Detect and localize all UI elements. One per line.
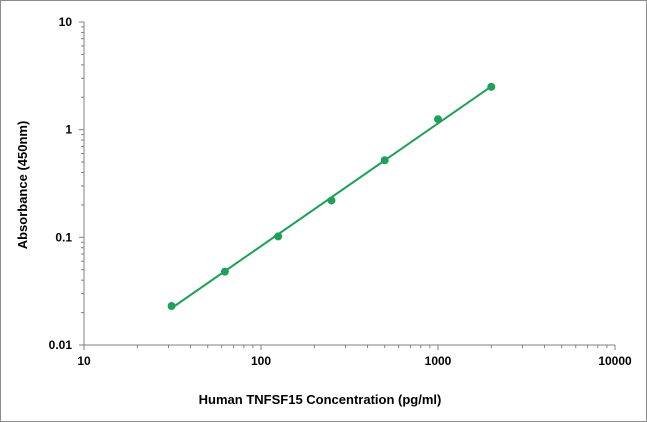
x-tick-label: 100 — [251, 354, 271, 368]
data-point — [167, 302, 176, 311]
y-tick-label: 0.01 — [49, 338, 73, 352]
data-point — [327, 196, 336, 205]
x-tick-label: 1000 — [425, 354, 452, 368]
data-point — [274, 232, 283, 241]
axes — [79, 21, 616, 350]
y-tick-label: 0.1 — [55, 230, 72, 244]
y-axis-title: Absorbance (450nm) — [15, 121, 30, 250]
y-tick-label: 1 — [65, 123, 72, 137]
data-point — [380, 156, 389, 165]
data-series — [167, 82, 496, 311]
x-tick-label: 10000 — [598, 354, 632, 368]
data-point — [487, 82, 496, 91]
data-point — [434, 115, 442, 124]
data-point — [220, 267, 229, 276]
x-tick-labels: 10 100 1000 10000 — [77, 354, 632, 368]
x-tick-label: 10 — [77, 354, 91, 368]
y-tick-label: 10 — [59, 15, 73, 29]
y-tick-labels: 0.01 0.1 1 10 — [49, 15, 73, 352]
x-axis-title: Human TNFSF15 Concentration (pg/ml) — [199, 392, 442, 407]
